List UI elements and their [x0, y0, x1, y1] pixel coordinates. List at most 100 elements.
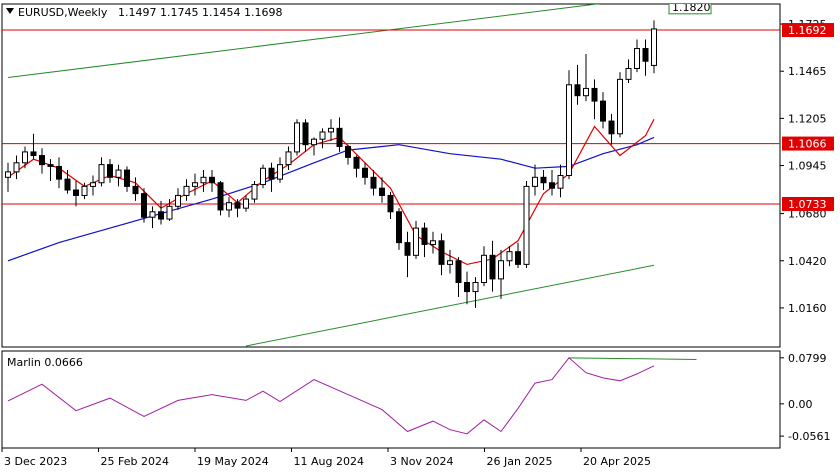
level-price-label: 1.1692 [788, 24, 827, 37]
candle [56, 157, 62, 189]
candle [209, 170, 215, 192]
candle [22, 146, 28, 169]
candle [192, 173, 198, 196]
candle-body [387, 194, 394, 213]
marlin-indicator: 0.0799 0.00 -0.0561 [7, 352, 830, 443]
candle-body [251, 184, 258, 200]
candle-body [642, 48, 649, 62]
candle-body [421, 227, 428, 245]
candle-body [413, 227, 419, 256]
candle [404, 231, 411, 278]
time-tick-label: 20 Apr 2025 [583, 455, 651, 468]
candle-body [166, 205, 173, 220]
candle-body [132, 185, 139, 195]
marlin-line [7, 357, 655, 435]
candle [515, 242, 521, 269]
candle-body [328, 127, 334, 133]
candle [243, 195, 249, 212]
time-tick-label: 19 May 2024 [197, 455, 269, 468]
price-tick-label: 1.0160 [788, 302, 827, 315]
candle [124, 166, 130, 192]
candle [421, 222, 428, 258]
candle [591, 79, 598, 120]
candle-body [532, 176, 538, 187]
candle-body [370, 176, 377, 189]
candle [260, 164, 266, 189]
price-tick-label: 1.1465 [788, 65, 827, 78]
candle [634, 39, 640, 73]
candle-body [430, 240, 436, 245]
candle-body [56, 165, 62, 180]
candle-body [566, 84, 572, 176]
candle [158, 200, 164, 225]
candle [5, 162, 11, 192]
moving-averages [7, 119, 655, 266]
candle [523, 180, 530, 269]
candle-body [183, 185, 190, 196]
channel-lines: 1.1820 [7, 4, 712, 347]
time-tick-label: 11 Aug 2024 [294, 455, 364, 468]
candle-body [234, 202, 241, 209]
candle [73, 180, 79, 207]
candle [311, 137, 317, 156]
candle-body [438, 240, 445, 265]
ma-slow-line [7, 136, 655, 262]
candle [175, 188, 181, 210]
candle [353, 155, 360, 178]
candle-body [90, 182, 96, 187]
candle [574, 64, 581, 105]
candle [328, 119, 334, 142]
candle [13, 155, 20, 180]
candle [251, 180, 258, 203]
candle-body [226, 202, 232, 211]
candle [149, 206, 156, 229]
candle [47, 159, 54, 181]
candle-body [107, 164, 113, 178]
candle [413, 220, 419, 259]
candle [532, 164, 538, 196]
symbol-title: EURUSD,Weekly [18, 6, 108, 19]
level-price-label: 1.0733 [788, 198, 827, 211]
candle [430, 231, 436, 254]
candle-body [336, 127, 343, 147]
time-axis: 3 Dec 2023 25 Feb 2024 19 May 2024 11 Aug 2… [1, 448, 651, 468]
candle [200, 170, 207, 192]
candle-body [489, 254, 496, 280]
candle-body [73, 189, 79, 196]
candle [132, 177, 139, 201]
candle-body [302, 122, 309, 146]
candle [319, 128, 326, 149]
candle [141, 188, 147, 223]
candle [625, 59, 632, 83]
candle-body [149, 211, 156, 218]
candle [481, 246, 487, 287]
candle-body [30, 151, 37, 157]
time-tick-label: 3 Nov 2024 [390, 455, 453, 468]
marlin-tick-label: 0.00 [788, 398, 813, 411]
candle [549, 170, 555, 196]
candle [608, 113, 615, 145]
level-price-tag [782, 23, 834, 38]
candle-body [39, 155, 45, 166]
marlin-tick-label: 0.0799 [788, 352, 827, 365]
price-axis: 1.17251.14651.12051.09451.06801.04201.01… [780, 18, 834, 315]
candle [345, 144, 351, 165]
candle-body [506, 251, 513, 262]
candle-body [583, 87, 589, 97]
candle [234, 199, 241, 218]
candle-body [124, 169, 130, 187]
candle [651, 20, 657, 74]
ohlc-readout: 1.1497 1.1745 1.1454 1.1698 [118, 6, 282, 19]
indicator-pane-frame [1, 350, 781, 449]
candle-body [455, 260, 462, 284]
chevron-down-icon[interactable] [6, 8, 14, 14]
candle [226, 197, 232, 218]
indicator-label: Marlin 0.0666 [7, 356, 83, 369]
candle-body [651, 28, 657, 66]
channel-line [245, 264, 655, 347]
candle [64, 170, 71, 194]
candle-body [608, 120, 615, 135]
candle [396, 208, 402, 250]
candle-body [200, 176, 207, 184]
channel-line [7, 4, 601, 79]
